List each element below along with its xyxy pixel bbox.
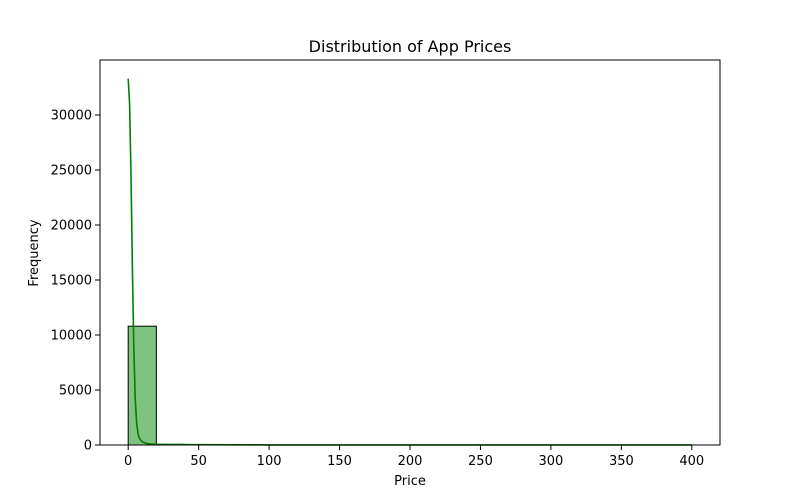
x-tick-label: 250 [468,454,493,469]
y-axis-ticks: 0 5000 10000 15000 20000 25000 30000 [51,109,100,454]
x-tick-label: 200 [398,454,423,469]
x-tick-label: 150 [327,454,352,469]
x-tick-label: 0 [124,454,132,469]
chart-title: Distribution of App Prices [309,37,512,56]
x-tick-label: 100 [257,454,282,469]
y-tick-label: 10000 [51,329,92,344]
y-axis-label: Frequency [27,219,42,286]
x-axis-ticks: 0 50 100 150 200 250 300 350 400 [124,445,704,469]
y-tick-label: 15000 [51,274,92,289]
histogram-bar [127,325,157,446]
kde-line [127,78,692,446]
y-tick-label: 30000 [51,109,92,124]
y-tick-label: 0 [84,439,92,454]
x-tick-label: 50 [190,454,207,469]
plot-frame [99,59,721,446]
x-tick-label: 300 [538,454,563,469]
y-tick-label: 20000 [51,219,92,234]
x-tick-label: 400 [679,454,704,469]
y-tick-label: 25000 [51,164,92,179]
x-axis-label: Price [394,474,426,489]
histogram-bars [127,325,496,446]
x-tick-label: 350 [609,454,634,469]
y-tick-label: 5000 [59,384,92,399]
